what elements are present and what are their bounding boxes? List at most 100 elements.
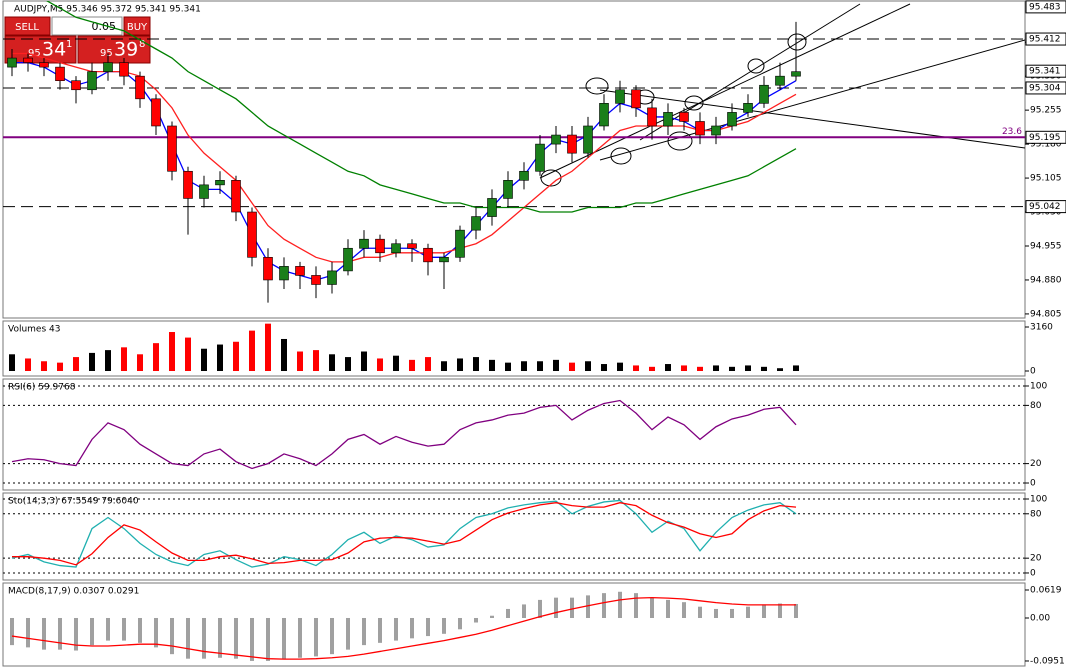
candle-body [327,270,337,285]
trend-line [539,3,911,179]
macd-bar [634,593,638,618]
volume-bar [25,358,31,372]
candle-body [679,112,689,122]
lot-field[interactable] [51,16,123,36]
ask-prefix: 95 [100,48,113,59]
y-tick-label: 94.805 [1030,309,1062,319]
macd-bar [202,617,206,659]
candle-body [23,57,33,63]
macd-bar [442,617,446,634]
volume-bar [217,344,223,372]
candle-body [71,80,81,91]
circle-mark [684,95,704,111]
macd-bar [10,617,14,646]
price-label: 95.195 [1029,133,1061,143]
macd-bar [682,602,686,618]
series-line [11,399,797,470]
bid-box[interactable] [4,35,77,64]
candle-body [791,71,801,77]
volume-bar [665,364,671,372]
macd-bar [234,617,238,659]
rsi-panel [2,378,1026,491]
macd-bar [266,617,270,661]
volume-bar [457,358,463,372]
y-tick-label: 94.955 [1030,241,1062,251]
y-tick-label: 95.180 [1030,140,1062,150]
panel-title: MACD(8,17,9) 0.0307 0.0291 [8,587,139,597]
volume-bar [57,362,63,372]
buy-button[interactable] [123,16,151,36]
candle-body [391,243,401,254]
volume-bar [633,365,639,372]
price-box [1025,81,1066,95]
volume-bar [537,361,543,372]
lot-value[interactable]: 0.05 [92,20,117,33]
candle-body [487,198,497,217]
y-tick-label: 0.0619 [1030,586,1062,596]
macd-bar [362,617,366,646]
volume-bar [233,341,239,372]
macd-bar [282,617,286,659]
bid-prefix: 95 [28,48,41,59]
symbol-header: AUDJPY,M5 95.346 95.372 95.341 95.341 [14,5,201,15]
candle-body [711,125,721,136]
candle-body [471,216,481,231]
trend-line [599,89,1025,149]
volume-bar [169,332,175,372]
panel-title: Sto(14,3,3) 67.5549 79.6040 [8,497,139,507]
ask-box[interactable] [77,35,151,64]
macd-bar [506,608,510,618]
macd-bar [698,606,702,618]
macd-bar [314,617,318,657]
y-tick-label: 95.255 [1030,106,1062,116]
volume-bar [409,359,415,372]
y-tick-label: 80 [1030,509,1042,519]
macd-bar [58,617,62,650]
candle-body [151,98,161,127]
series-line [11,596,796,660]
candle-body [7,57,17,68]
macd-bar [554,597,558,618]
macd-bar [42,617,46,650]
volume-bar [89,352,95,372]
macd-bar [570,597,574,618]
main-panel [2,0,1026,319]
price-box [1025,130,1066,144]
series-line [12,502,797,566]
sell-label[interactable]: SELL [15,22,39,33]
sto-panel [2,492,1026,581]
candle-body [599,103,609,127]
buy-label[interactable]: BUY [127,22,148,33]
bid-big: 34 [42,39,66,61]
macd-bar [170,617,174,655]
macd-bar [426,617,430,637]
macd-bar [394,617,398,641]
volume-bar [377,358,383,372]
volume-bar [265,323,271,372]
candle-body [343,247,353,272]
candle-body [743,103,753,113]
y-tick-label: 0 [1030,367,1036,377]
sell-button[interactable] [4,16,51,36]
y-tick-label: 0 [1030,568,1036,578]
macd-bar [618,591,622,618]
y-tick-label: 0 [1030,479,1036,489]
volume-bar [569,362,575,372]
price-box [1025,64,1066,78]
y-tick-label: 95.105 [1030,174,1062,184]
candle-body [663,112,673,127]
panel-title: Volumes 43 [8,325,60,335]
candle-body [775,75,785,86]
candle-body [375,238,385,254]
macd-bar [650,597,654,618]
y-tick-label: 100 [1030,381,1047,391]
candle-body [583,125,593,154]
volume-bar [153,343,159,372]
volume-bar [73,357,79,372]
volume-bar [521,361,527,372]
volume-bar [745,365,751,372]
volume-bar [489,359,495,372]
volume-bar [713,365,719,372]
candle-body [119,62,129,77]
